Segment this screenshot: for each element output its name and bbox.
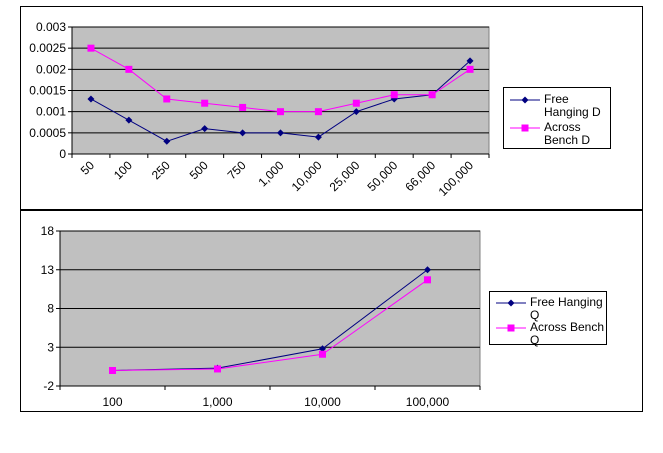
- chart-1-series-1-point: [201, 99, 209, 107]
- chart-1-series-1-point: [466, 65, 474, 73]
- chart-2-legend-entry: Free Hanging Q: [490, 295, 607, 322]
- chart-1-series-1-point: [87, 44, 95, 52]
- chart-1-y-tick-label: 0.0015: [29, 84, 66, 98]
- chart-1-series-1-point: [352, 99, 360, 107]
- chart-1-series-0-point: [314, 133, 322, 141]
- chart-1-legend-entry: Free Hanging D: [504, 93, 610, 121]
- chart-2-x-tick-label: 100,000: [406, 395, 450, 409]
- chart-1-series-0-point: [277, 129, 284, 137]
- chart-1-legend-key: [510, 124, 540, 132]
- chart-2: -2 3 8 13 18 100 1,000 10,000 100,000: [41, 224, 481, 409]
- chart-2-y-tick-label: -2: [43, 379, 54, 393]
- chart-1-x-tick-label: 25,000: [327, 158, 363, 194]
- chart-1-x-tick-label: 50: [78, 158, 98, 178]
- chart-2-panel: -2 3 8 13 18 100 1,000 10,000 100,000 Free Hangi…: [20, 210, 643, 412]
- chart-2-series-0-point: [424, 266, 431, 274]
- chart-2-series-1-point: [319, 350, 326, 358]
- chart-1-x-tick-label: 50,000: [364, 158, 400, 194]
- chart-2-y-tick-label: 18: [41, 224, 55, 238]
- chart-2-legend: Free Hanging Q Across Bench Q: [489, 291, 608, 347]
- chart-2-y-tick-label: 8: [47, 302, 54, 316]
- chart-2-legend-entry: Across Bench Q: [490, 320, 608, 347]
- chart-1-y-tick-label: 0: [59, 147, 66, 161]
- chart-1-series-1-point: [239, 103, 247, 111]
- chart-2-series-1-point: [214, 365, 221, 373]
- chart-2-series-0-point: [319, 345, 326, 353]
- chart-1-series-1-point: [163, 95, 171, 103]
- chart-1-x-tick-label: 500: [187, 158, 211, 182]
- chart-1-x-tick-label: 10,000: [289, 158, 325, 194]
- chart-2-series-1-point: [424, 276, 431, 284]
- chart-1-y-tick-label: 0.0025: [29, 41, 66, 55]
- chart-1-x-tick-label: 100: [111, 158, 135, 182]
- chart-2-series-1-point: [109, 367, 116, 374]
- chart-2-x-tick-label: 1,000: [202, 395, 232, 409]
- chart-1-y-tick-label: 0.003: [36, 20, 66, 34]
- chart-2-series-1-line: [112, 279, 428, 371]
- chart-2-legend-label: Across Bench Q: [530, 320, 608, 347]
- chart-1-x-tick-label: 1,000: [255, 158, 286, 189]
- chart-2-legend-label: Free Hanging Q: [530, 295, 607, 322]
- chart-2-legend-key: [496, 299, 526, 307]
- chart-1-series-1-point: [428, 91, 436, 99]
- chart-1-series-0-point: [352, 108, 360, 116]
- chart-1-series-0-point: [163, 137, 171, 145]
- chart-1-x-tick-label: 250: [149, 158, 173, 182]
- chart-1-series-1-point: [314, 108, 322, 116]
- chart-2-legend-key: [496, 324, 526, 332]
- chart-2-y-tick-label: 13: [41, 263, 55, 277]
- chart-2-x-tick-label: 10,000: [304, 395, 341, 409]
- chart-1-x-tick-label: 66,000: [402, 158, 438, 194]
- chart-1-legend-label: Across Bench D: [544, 120, 591, 147]
- chart-1-series-0-point: [466, 57, 474, 65]
- chart-1-series-0-point: [125, 116, 133, 124]
- chart-1-panel: 0 0.0005 0.001 0.0015 0.002 0.0025 0.003 50 100 2…: [20, 6, 643, 210]
- chart-1-series-0-point: [87, 95, 95, 103]
- chart-1: 0 0.0005 0.001 0.0015 0.002 0.0025 0.003 50 100 2…: [29, 20, 490, 199]
- chart-1-y-tick-label: 0.0005: [29, 126, 66, 140]
- chart-1-series-1-point: [277, 108, 284, 116]
- chart-1-x-tick-label: 750: [225, 158, 249, 182]
- chart-2-x-tick-label: 100: [102, 395, 122, 409]
- chart-1-series-1-point: [390, 91, 398, 99]
- chart-1-legend-key: [510, 96, 540, 104]
- chart-1-series-1-point: [125, 65, 133, 73]
- chart-1-legend-entry: Across Bench D: [504, 121, 610, 149]
- chart-1-legend: Free Hanging D Across Bench D: [503, 87, 611, 149]
- chart-1-x-tick-label: 100,000: [436, 158, 477, 199]
- chart-1-y-tick-label: 0.002: [36, 62, 66, 76]
- chart-1-series-0-point: [239, 129, 247, 137]
- chart-1-series-0-point: [201, 125, 209, 133]
- chart-2-y-tick-label: 3: [47, 340, 54, 354]
- chart-1-y-tick-label: 0.001: [36, 105, 66, 119]
- chart-1-legend-label: Free Hanging D: [544, 92, 601, 119]
